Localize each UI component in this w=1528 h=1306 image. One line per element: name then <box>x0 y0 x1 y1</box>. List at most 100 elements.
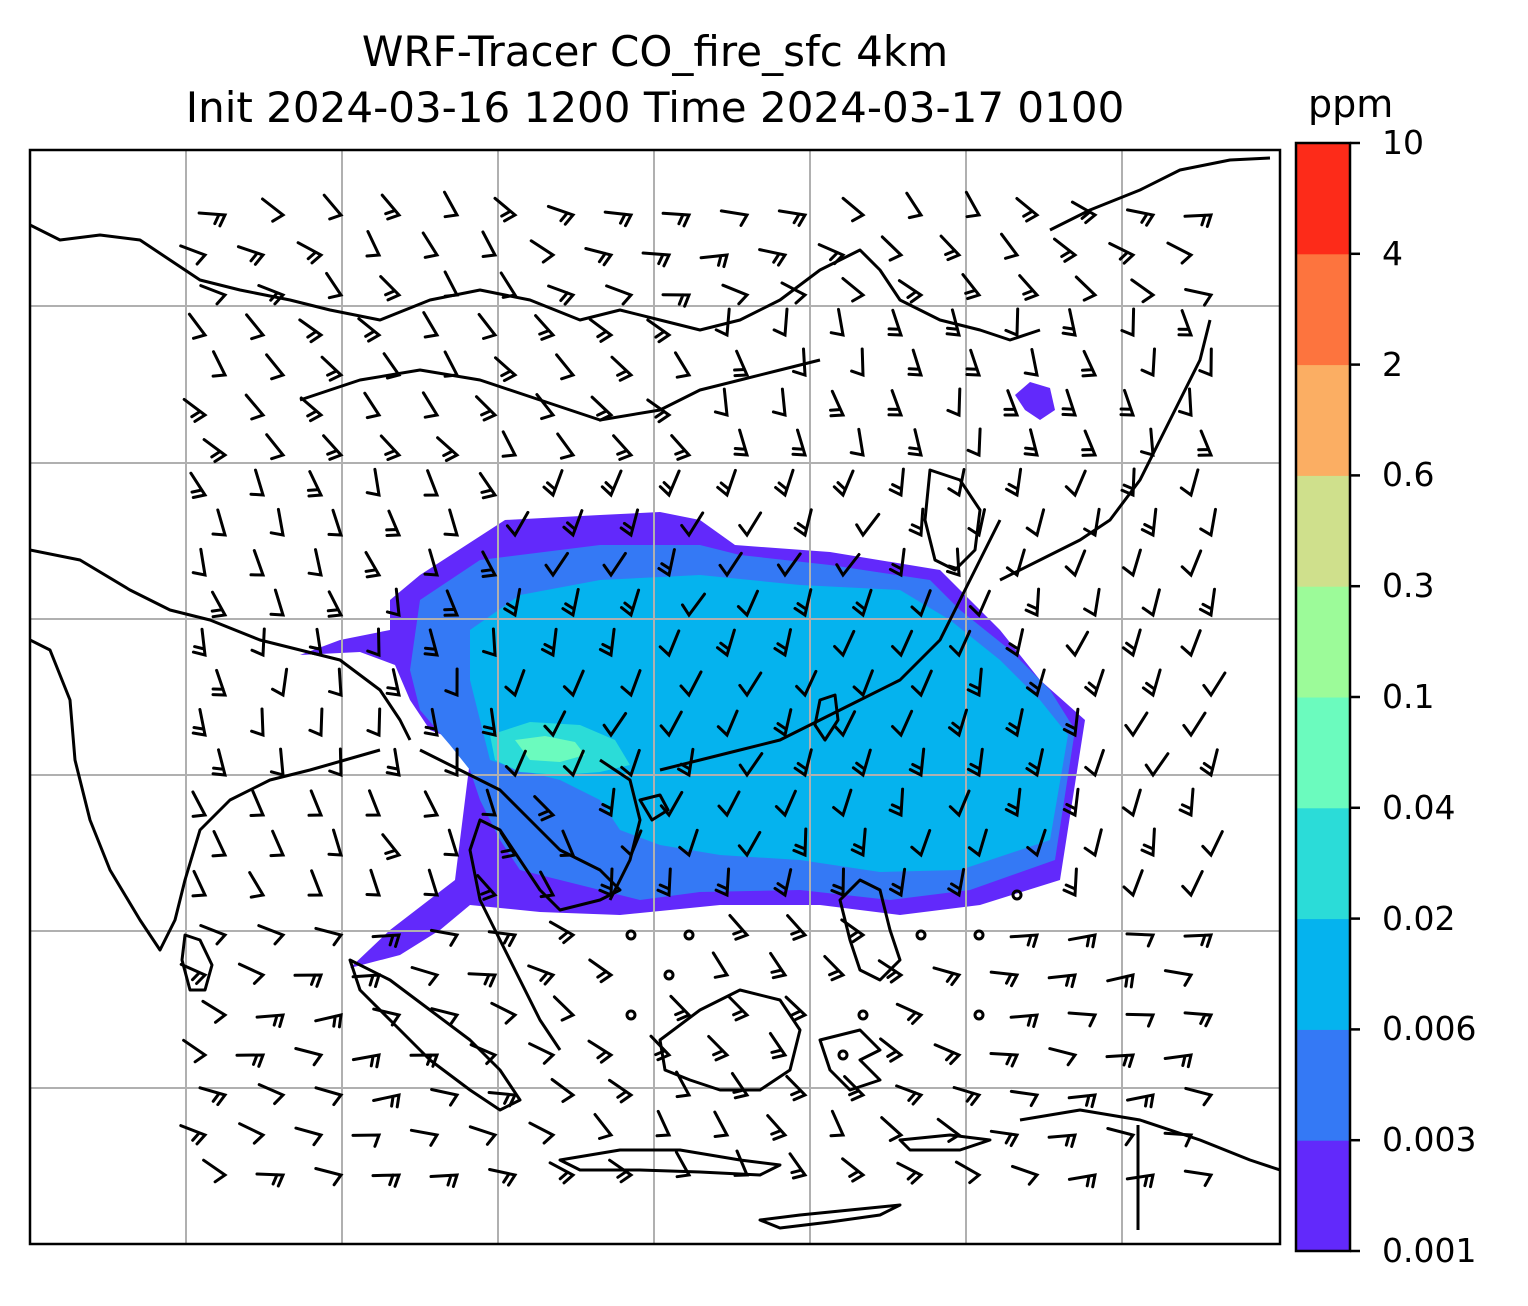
colorbar-tick-label: 0.003 <box>1382 1120 1477 1160</box>
wind-barb <box>443 508 460 537</box>
wind-barb <box>641 251 672 268</box>
wind-barb <box>561 588 580 618</box>
wind-barb <box>211 350 228 378</box>
wind-barb <box>891 709 914 738</box>
wind-barb <box>306 470 324 498</box>
calm-wind-marker <box>837 1049 849 1061</box>
wind-barb <box>905 191 924 220</box>
calm-wind-marker <box>857 1009 869 1021</box>
wind-barb <box>366 627 381 658</box>
wind-barb <box>945 308 962 337</box>
wind-barb <box>966 427 982 458</box>
wind-barb <box>191 547 207 577</box>
wind-barb <box>835 553 861 578</box>
wind-barb <box>716 468 737 498</box>
wind-barb <box>1163 969 1194 987</box>
wind-barb <box>250 627 266 658</box>
wind-barb <box>793 508 813 538</box>
plot-title: WRF-Tracer CO_fire_sfc 4km <box>361 27 949 76</box>
calm-wind-marker <box>973 929 985 941</box>
wind-barb <box>964 190 982 219</box>
wind-barb <box>325 271 344 300</box>
wind-barb <box>711 951 730 979</box>
wind-barb <box>733 428 750 457</box>
wind-barb <box>294 1126 324 1147</box>
wind-barb <box>322 193 344 221</box>
wind-barb <box>587 1039 614 1064</box>
wind-barb <box>707 1035 730 1062</box>
wind-barb <box>1018 274 1040 301</box>
wind-barb <box>436 436 460 462</box>
wind-barb <box>681 592 706 618</box>
wind-barb <box>328 747 343 778</box>
wind-barb <box>968 589 991 618</box>
wind-barb <box>1003 389 1020 417</box>
wind-barb <box>351 973 382 988</box>
wind-barb <box>829 1109 846 1138</box>
wind-barb <box>294 1047 324 1067</box>
wind-barb <box>1198 347 1213 378</box>
wind-barb <box>504 749 527 778</box>
wind-barb <box>1197 429 1214 457</box>
wind-barb <box>897 279 924 304</box>
wind-barb <box>608 1158 634 1184</box>
wind-barb <box>833 629 856 658</box>
wind-barb <box>1184 288 1214 307</box>
wind-barb <box>936 1117 962 1143</box>
wind-barb <box>544 551 569 578</box>
wind-barb <box>1062 787 1080 818</box>
wind-barb <box>716 628 736 658</box>
wind-barb <box>1122 869 1144 898</box>
wind-barb <box>829 307 845 337</box>
wind-barb <box>677 747 695 778</box>
wind-barb <box>719 209 750 227</box>
colorbar-tick-label: 0.04 <box>1382 787 1456 827</box>
wind-barb <box>620 669 642 698</box>
wind-barb <box>768 1032 788 1060</box>
wind-barb <box>1125 932 1156 948</box>
wind-barb <box>191 708 207 737</box>
wind-barb <box>444 667 459 698</box>
wind-barb <box>430 1088 460 1107</box>
colorbar-tick-label: 0.001 <box>1382 1231 1477 1270</box>
wind-barb <box>238 1122 266 1145</box>
wind-barb <box>552 995 576 1022</box>
wind-barb <box>296 241 324 265</box>
colorbar-segment <box>1296 586 1350 698</box>
wind-barb <box>1048 1047 1078 1067</box>
wind-barb <box>409 1053 440 1068</box>
wind-barb <box>727 995 750 1022</box>
wind-barb <box>421 391 440 419</box>
wind-barb <box>679 670 703 698</box>
wind-barb <box>548 1161 576 1185</box>
wind-barb <box>1084 748 1105 778</box>
wind-barb <box>780 281 808 305</box>
wind-barb <box>535 393 556 421</box>
wind-barb <box>733 349 750 378</box>
wind-barb <box>851 748 872 778</box>
wind-barb <box>505 510 530 538</box>
wind-barb <box>365 789 382 817</box>
wind-barb <box>788 1152 808 1180</box>
wind-barb <box>619 508 640 538</box>
wind-barb <box>602 551 627 578</box>
wind-barb <box>1009 1089 1040 1107</box>
colorbar-tick-label: 0.1 <box>1382 677 1435 716</box>
colorbar-segment <box>1296 475 1350 587</box>
wind-barb <box>1000 232 1020 260</box>
wind-barb <box>841 1157 866 1183</box>
wind-barb <box>791 428 808 457</box>
wind-barb <box>1061 308 1077 337</box>
wind-barb <box>307 627 323 657</box>
wind-barb <box>966 747 984 778</box>
wind-barb <box>248 871 266 899</box>
wind-barb <box>608 1078 634 1104</box>
wind-barb <box>717 790 741 818</box>
lesser-sunda <box>758 1203 902 1230</box>
wind-barb <box>669 994 692 1022</box>
wind-barb <box>187 312 208 340</box>
wind-barb <box>674 1150 692 1179</box>
wind-barb <box>728 914 750 941</box>
wind-barb <box>888 787 905 818</box>
calm-wind-marker <box>1011 889 1023 901</box>
